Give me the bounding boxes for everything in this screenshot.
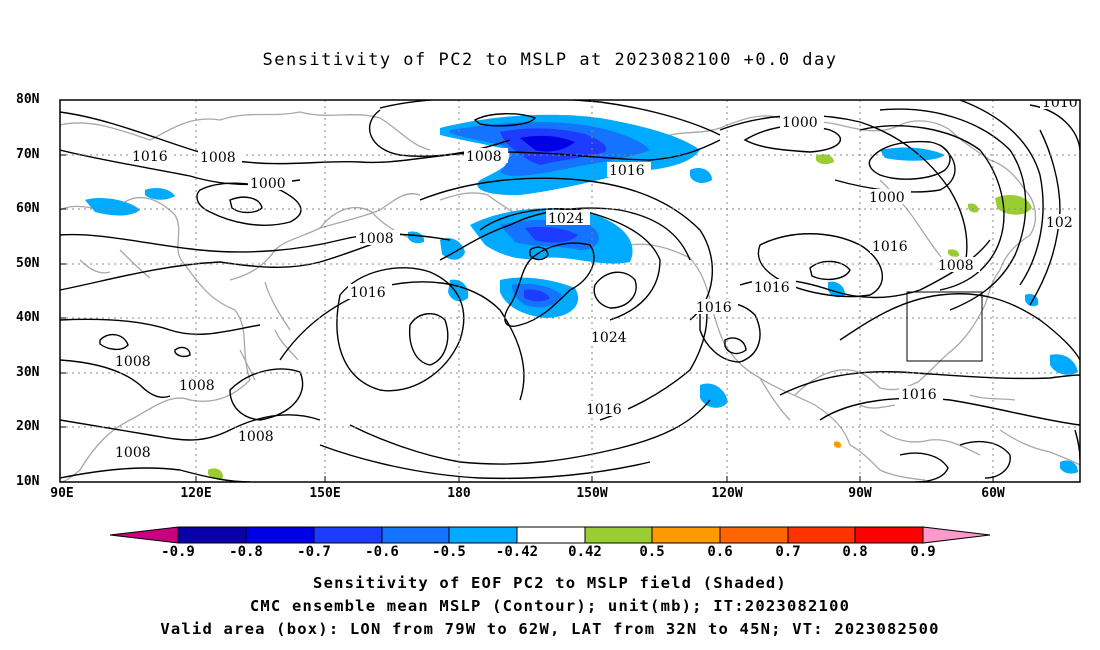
colorbar-tick-label: 0.5 bbox=[639, 544, 665, 560]
lat-label: 60N bbox=[16, 201, 40, 216]
contour-label: 1016 bbox=[696, 300, 732, 316]
colorbar-cell bbox=[719, 526, 789, 544]
lon-label: 120E bbox=[180, 486, 212, 501]
contour-label: 1016 bbox=[754, 280, 790, 296]
lon-label: 120W bbox=[711, 486, 743, 501]
contour-label: 1008 bbox=[115, 445, 151, 461]
colorbar-cell bbox=[245, 526, 315, 544]
contour-label: 1016 bbox=[609, 163, 645, 179]
valid-area-box bbox=[906, 291, 983, 362]
lat-label: 70N bbox=[16, 147, 40, 162]
colorbar bbox=[109, 526, 991, 544]
colorbar-tick-label: 0.7 bbox=[775, 544, 801, 560]
colorbar-tick-label: -0.5 bbox=[432, 544, 466, 560]
contour-label: 1008 bbox=[358, 231, 394, 247]
lat-label: 20N bbox=[16, 419, 40, 434]
colorbar-cell bbox=[584, 526, 653, 544]
caption-line-2: CMC ensemble mean MSLP (Contour); unit(m… bbox=[249, 597, 851, 615]
contour-label: 1024 bbox=[548, 211, 584, 227]
map-frame bbox=[59, 99, 1081, 483]
lat-label: 40N bbox=[16, 310, 40, 325]
contour-label: 1008 bbox=[179, 378, 215, 394]
lat-label: 30N bbox=[16, 365, 40, 380]
contour-label: 1016 bbox=[350, 285, 386, 301]
contour-label: 1008 bbox=[238, 429, 274, 445]
lon-label: 180 bbox=[447, 486, 471, 501]
contour-label: 1008 bbox=[115, 354, 151, 370]
contour-labels: 1016 1008 1000 1008 1016 1024 1016 1008 … bbox=[113, 95, 1080, 461]
colorbar-cell bbox=[381, 526, 450, 544]
caption-line-1: Sensitivity of EOF PC2 to MSLP field (Sh… bbox=[313, 574, 787, 592]
colorbar-cell bbox=[651, 526, 721, 544]
lon-label: 90E bbox=[50, 486, 74, 501]
lon-label: 150E bbox=[309, 486, 341, 501]
map-title: Sensitivity of PC2 to MSLP at 2023082100… bbox=[262, 50, 838, 70]
colorbar-tick-label: 0.42 bbox=[568, 544, 602, 560]
colorbar-cell bbox=[922, 526, 991, 544]
contour-label: 1000 bbox=[250, 176, 286, 192]
lon-label: 90W bbox=[848, 486, 872, 501]
contour-label: 1000 bbox=[782, 115, 818, 131]
colorbar-tick-label: -0.6 bbox=[365, 544, 399, 560]
contour-label: 1016 bbox=[586, 402, 622, 418]
colorbar-cell bbox=[313, 526, 383, 544]
lat-label: 80N bbox=[16, 92, 40, 107]
contour-label: 1008 bbox=[938, 258, 974, 274]
lat-label: 50N bbox=[16, 256, 40, 271]
contour-label: 1000 bbox=[869, 190, 905, 206]
contour-label: 102 bbox=[1046, 215, 1073, 231]
contour-label: 1008 bbox=[200, 150, 236, 166]
colorbar-tick-label: 0.9 bbox=[910, 544, 936, 560]
colorbar-cell bbox=[448, 526, 518, 544]
lon-label: 60W bbox=[981, 486, 1005, 501]
axis-ticks bbox=[60, 99, 994, 482]
contour-label: 1008 bbox=[466, 149, 502, 165]
colorbar-tick-label: 0.6 bbox=[707, 544, 733, 560]
colorbar-tick-label: 0.8 bbox=[842, 544, 868, 560]
colorbar-cell bbox=[109, 526, 179, 544]
colorbar-tick-label: -0.8 bbox=[229, 544, 263, 560]
colorbar-cell bbox=[787, 526, 856, 544]
contour-label: 1016 bbox=[132, 149, 168, 165]
lat-lon-grid bbox=[60, 100, 1080, 482]
colorbar-tick-label: -0.7 bbox=[297, 544, 331, 560]
colorbar-tick-label: -0.9 bbox=[161, 544, 195, 560]
contour-label: 1024 bbox=[591, 330, 627, 346]
contour-label: 1016 bbox=[901, 387, 937, 403]
caption-line-3: Valid area (box): LON from 79W to 62W, L… bbox=[160, 620, 940, 638]
lon-label: 150W bbox=[576, 486, 608, 501]
lat-label: 10N bbox=[16, 474, 40, 489]
colorbar-cell bbox=[516, 526, 586, 544]
colorbar-cell bbox=[854, 526, 924, 544]
coastlines bbox=[60, 111, 1080, 482]
contour-label: 1016 bbox=[872, 239, 908, 255]
colorbar-cell bbox=[177, 526, 247, 544]
colorbar-tick-label: -0.42 bbox=[495, 544, 539, 560]
contour-label: 1010 bbox=[1042, 95, 1078, 111]
